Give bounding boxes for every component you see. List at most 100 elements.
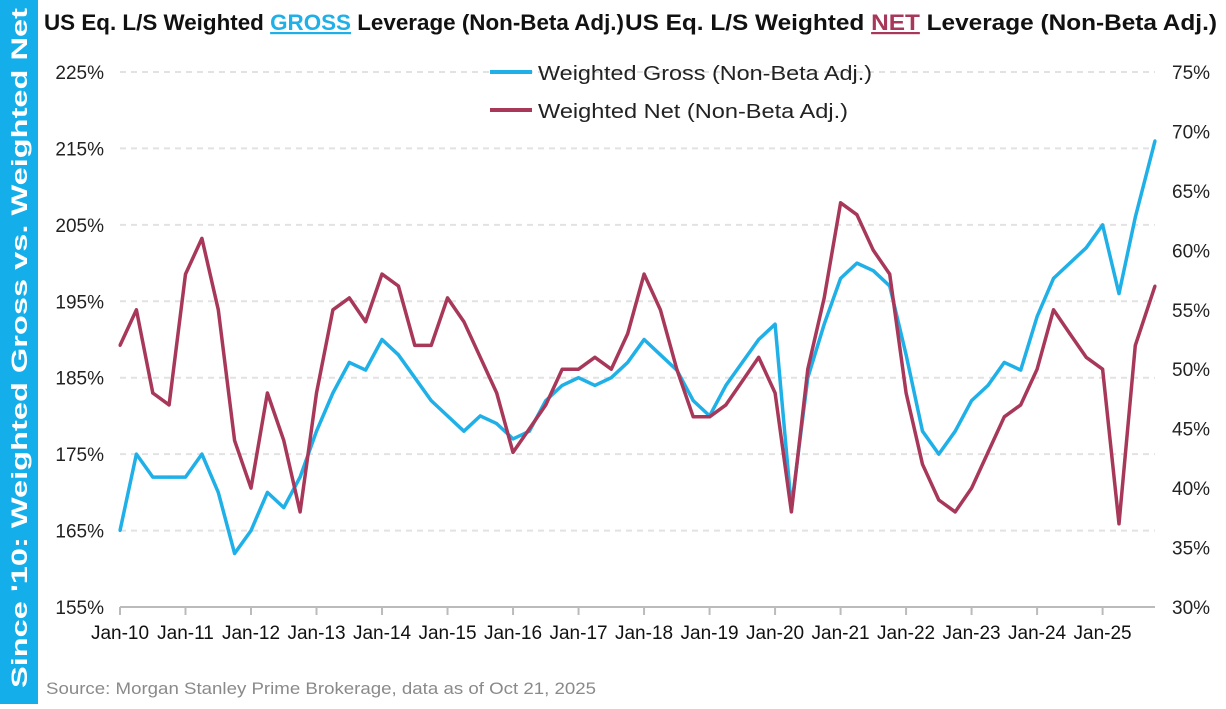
gross-point <box>839 276 843 280</box>
y-left-tick-label: 215% <box>55 139 104 160</box>
gross-point <box>413 376 417 380</box>
gross-point <box>658 353 662 357</box>
title-left-prefix: US Eq. L/S Weighted <box>44 10 270 35</box>
left-axis-ticks: 155% 165% 175% 185% 195% 205% 215% 225% <box>55 63 104 619</box>
gross-point <box>200 452 204 456</box>
gross-point <box>331 391 335 395</box>
y-left-tick-label: 185% <box>55 369 104 390</box>
y-right-tick-label: 50% <box>1172 360 1210 381</box>
x-tick-label: Jan-19 <box>681 623 739 644</box>
gross-point <box>740 360 744 364</box>
y-right-tick-label: 75% <box>1172 63 1210 84</box>
net-point <box>642 272 646 276</box>
gross-point <box>429 399 433 403</box>
title-left-highlight: GROSS <box>270 10 351 35</box>
net-point <box>429 343 433 347</box>
y-left-tick-label: 165% <box>55 522 104 543</box>
x-tick-label: Jan-13 <box>287 623 345 644</box>
gross-point <box>446 414 450 418</box>
gross-point <box>495 422 499 426</box>
net-point <box>740 379 744 383</box>
chart-title-right: US Eq. L/S Weighted NET Leverage (Non-Be… <box>625 10 1217 35</box>
gross-point <box>904 353 908 357</box>
net-point <box>1101 367 1105 371</box>
net-point <box>200 236 204 240</box>
net-point <box>937 498 941 502</box>
x-tick-label: Jan-20 <box>746 623 804 644</box>
net-point <box>151 391 155 395</box>
x-tick-label: Jan-23 <box>943 623 1001 644</box>
gross-point <box>315 429 319 433</box>
gross-point <box>871 269 875 273</box>
x-tick-label: Jan-22 <box>877 623 935 644</box>
net-point <box>134 308 138 312</box>
net-point <box>1051 308 1055 312</box>
net-point <box>1002 415 1006 419</box>
gross-point <box>577 376 581 380</box>
net-point <box>675 367 679 371</box>
y-right-tick-label: 45% <box>1172 420 1210 441</box>
gross-point <box>265 490 269 494</box>
net-point <box>184 272 188 276</box>
gross-point <box>282 506 286 510</box>
net-point <box>446 296 450 300</box>
net-point <box>1019 403 1023 407</box>
gross-point <box>953 429 957 433</box>
gross-point <box>593 383 597 387</box>
y-left-tick-label: 205% <box>55 216 104 237</box>
net-point <box>347 296 351 300</box>
chart-title-left: US Eq. L/S Weighted GROSS Leverage (Non-… <box>44 10 624 35</box>
net-point <box>249 486 253 490</box>
net-point <box>233 439 237 443</box>
gross-point <box>1019 368 1023 372</box>
side-label: Since '10: Weighted Gross vs. Weighted N… <box>7 7 32 688</box>
gross-point <box>216 490 220 494</box>
gross-point <box>1084 246 1088 250</box>
x-axis: Jan-10 Jan-11 Jan-12 Jan-13 Jan-14 Jan-15 Jan-… <box>91 606 1155 644</box>
net-point <box>511 450 515 454</box>
net-point <box>380 272 384 276</box>
gross-point <box>757 338 761 341</box>
net-point <box>708 415 712 419</box>
net-point <box>789 510 793 514</box>
x-tick-label: Jan-16 <box>484 623 542 644</box>
side-banner-svg: Since '10: Weighted Gross vs. Weighted N… <box>7 7 32 688</box>
gross-point <box>724 383 728 387</box>
net-point <box>298 510 302 514</box>
gross-point <box>560 383 564 387</box>
x-tick-label: Jan-11 <box>157 623 214 644</box>
net-point <box>396 284 400 288</box>
gross-series-line <box>118 140 1157 556</box>
y-right-tick-label: 40% <box>1172 479 1210 500</box>
gross-point <box>1051 276 1055 280</box>
legend-net-label: Weighted Net (Non-Beta Adj.) <box>538 101 848 123</box>
legend-gross-label: Weighted Gross (Non-Beta Adj.) <box>538 63 872 85</box>
x-tick-label: Jan-14 <box>353 623 412 644</box>
net-point <box>216 308 220 312</box>
net-point <box>871 248 875 252</box>
gross-point <box>249 529 253 533</box>
gross-point <box>773 322 777 326</box>
title-right-highlight: NET <box>871 10 920 35</box>
net-point <box>527 427 531 431</box>
net-point <box>822 296 826 300</box>
gross-point <box>298 475 302 479</box>
net-point <box>118 343 122 347</box>
net-point <box>609 367 613 371</box>
y-left-tick-label: 155% <box>55 598 104 619</box>
net-point <box>970 486 974 490</box>
y-right-tick-label: 30% <box>1172 598 1210 619</box>
net-point <box>1035 367 1039 371</box>
net-point <box>986 450 990 454</box>
y-left-tick-label: 225% <box>55 63 104 84</box>
gross-point <box>1068 261 1072 265</box>
x-tick-label: Jan-24 <box>1008 623 1067 644</box>
net-point <box>544 403 548 407</box>
title-right-prefix: US Eq. L/S Weighted <box>625 10 871 35</box>
gross-point <box>1117 292 1121 296</box>
net-point <box>413 343 417 347</box>
net-point <box>315 391 319 395</box>
legend: Weighted Gross (Non-Beta Adj.) Weighted … <box>490 63 872 123</box>
net-point <box>806 367 810 371</box>
x-tick-label: Jan-21 <box>812 623 870 644</box>
